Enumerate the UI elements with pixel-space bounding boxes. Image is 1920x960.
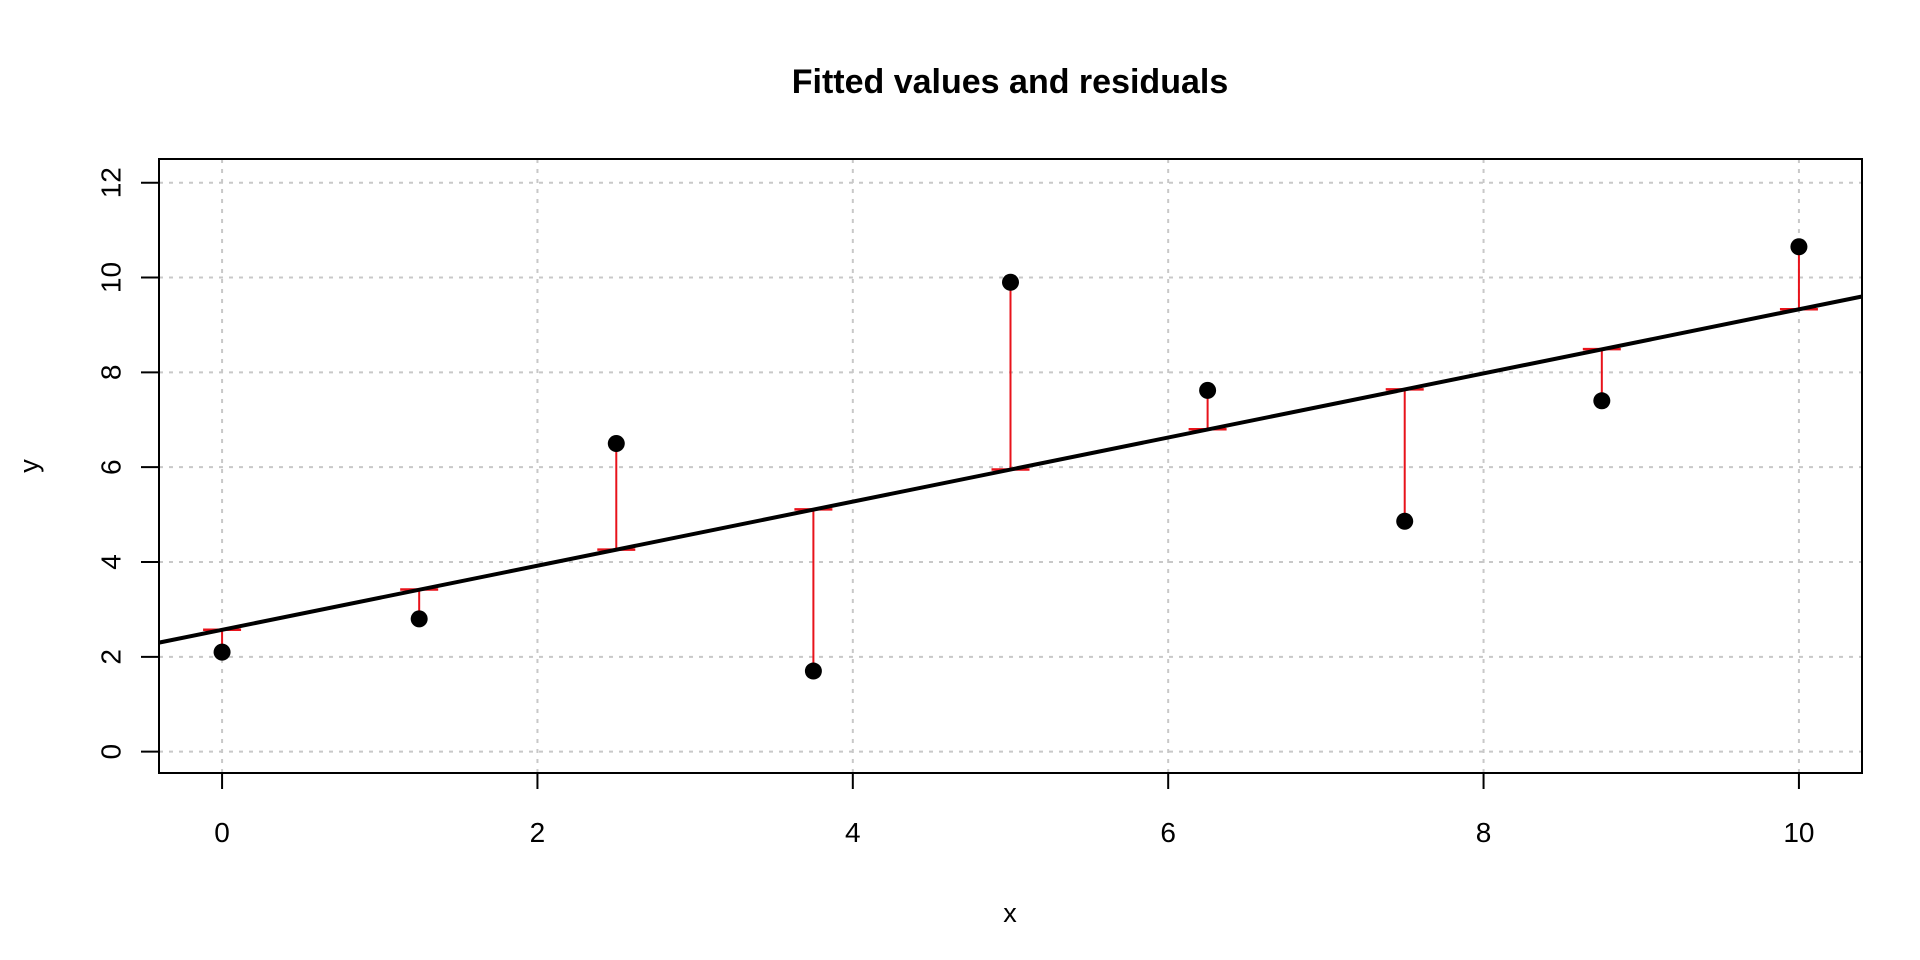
x-tick-label: 0 [214,817,230,848]
data-point [1593,392,1611,410]
y-tick-label: 2 [95,649,126,665]
chart-title: Fitted values and residuals [792,63,1228,101]
y-tick-label: 10 [95,262,126,293]
data-point [1790,238,1808,256]
y-axis: 0 2 4 6 8 10 12 [95,167,159,759]
residual-layer [203,246,1818,672]
plot-frame [158,158,1863,774]
fit-layer [158,294,1863,645]
data-point [213,643,231,661]
y-tick-label: 6 [95,459,126,475]
x-tick-label: 10 [1783,817,1814,848]
y-tick-label: 4 [95,554,126,570]
x-axis: 0 2 4 6 8 10 [214,773,1815,848]
x-tick-label: 8 [1476,817,1492,848]
point-layer [213,238,1808,680]
fitted-line [158,294,1863,645]
y-tick-label: 12 [95,167,126,198]
y-axis-label: y [14,459,44,473]
x-tick-label: 4 [845,817,861,848]
x-axis-label: x [1003,898,1017,928]
data-point [1396,512,1414,530]
y-tick-label: 8 [95,365,126,381]
data-point [804,662,822,680]
data-point [607,434,625,452]
data-point [410,610,428,628]
y-tick-label: 0 [95,744,126,760]
data-point [1002,273,1019,291]
data-point [1199,381,1217,399]
x-tick-label: 2 [530,817,546,848]
x-tick-label: 6 [1160,817,1176,848]
